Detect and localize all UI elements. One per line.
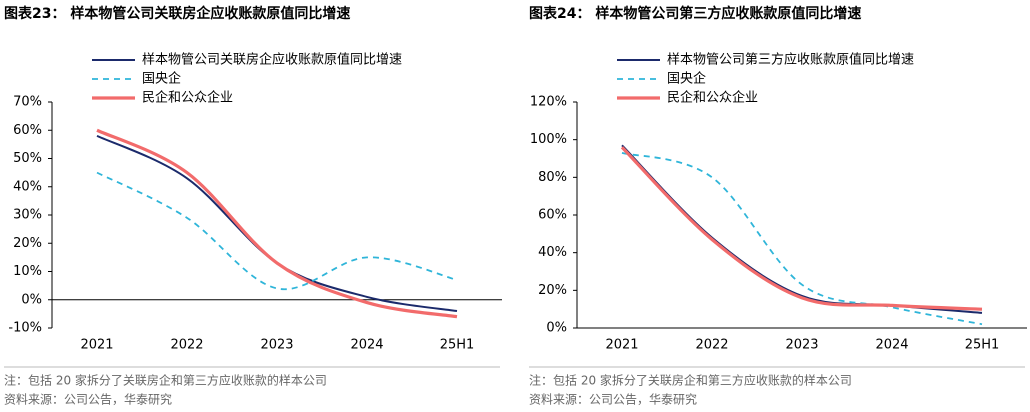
x-tick-label: 2024 xyxy=(350,338,383,353)
y-tick-label: 40% xyxy=(13,179,42,194)
y-tick-label: 70% xyxy=(13,95,42,110)
y-tick-label: 0% xyxy=(546,321,567,336)
y-tick-label: 100% xyxy=(530,132,567,147)
series-line xyxy=(96,134,458,313)
x-tick-label: 25H1 xyxy=(965,338,1000,353)
y-tick-label: 120% xyxy=(530,95,567,110)
x-tick-label: 2021 xyxy=(605,338,638,353)
y-tick-label: -10% xyxy=(8,321,42,336)
y-tick-label: 60% xyxy=(538,208,567,223)
y-tick-label: 10% xyxy=(13,264,42,279)
note: 注：包括 20 家拆分了关联房企和第三方应收账款的样本公司 xyxy=(4,373,327,388)
chart-title: 图表23： 样本物管公司关联房企应收账款原值同比增速 xyxy=(4,5,350,22)
note: 资料来源：公司公告，华泰研究 xyxy=(529,392,697,407)
series-line xyxy=(621,144,983,314)
y-tick-label: 80% xyxy=(538,170,567,185)
series-line xyxy=(620,146,983,311)
series-line xyxy=(621,151,983,326)
y-tick-label: 50% xyxy=(13,151,42,166)
legend-label: 样本物管公司关联房企应收账款原值同比增速 xyxy=(142,52,402,68)
note: 注：包括 20 家拆分了关联房企和第三方应收账款的样本公司 xyxy=(529,373,852,388)
series-line xyxy=(96,128,458,319)
x-tick-label: 2022 xyxy=(170,338,203,353)
series-line xyxy=(96,171,458,291)
x-tick-label: 2022 xyxy=(695,338,728,353)
y-tick-label: 20% xyxy=(13,236,42,251)
legend-label: 国央企 xyxy=(142,71,181,87)
legend-label: 民企和公众企业 xyxy=(667,90,758,106)
chart-title: 图表24： 样本物管公司第三方应收账款原值同比增速 xyxy=(529,5,861,22)
legend-label: 样本物管公司第三方应收账款原值同比增速 xyxy=(667,52,914,68)
y-tick-label: 20% xyxy=(538,283,567,298)
x-tick-label: 2021 xyxy=(80,338,113,353)
y-tick-label: 30% xyxy=(13,208,42,223)
y-tick-label: 40% xyxy=(538,245,567,260)
legend-label: 民企和公众企业 xyxy=(142,90,233,106)
note: 资料来源：公司公告，华泰研究 xyxy=(4,392,172,407)
legend-label: 国央企 xyxy=(667,71,706,87)
x-tick-label: 2024 xyxy=(875,338,908,353)
y-tick-label: 60% xyxy=(13,123,42,138)
x-tick-label: 2023 xyxy=(785,338,818,353)
x-tick-label: 25H1 xyxy=(440,338,475,353)
y-tick-label: 0% xyxy=(21,292,42,307)
x-tick-label: 2023 xyxy=(260,338,293,353)
